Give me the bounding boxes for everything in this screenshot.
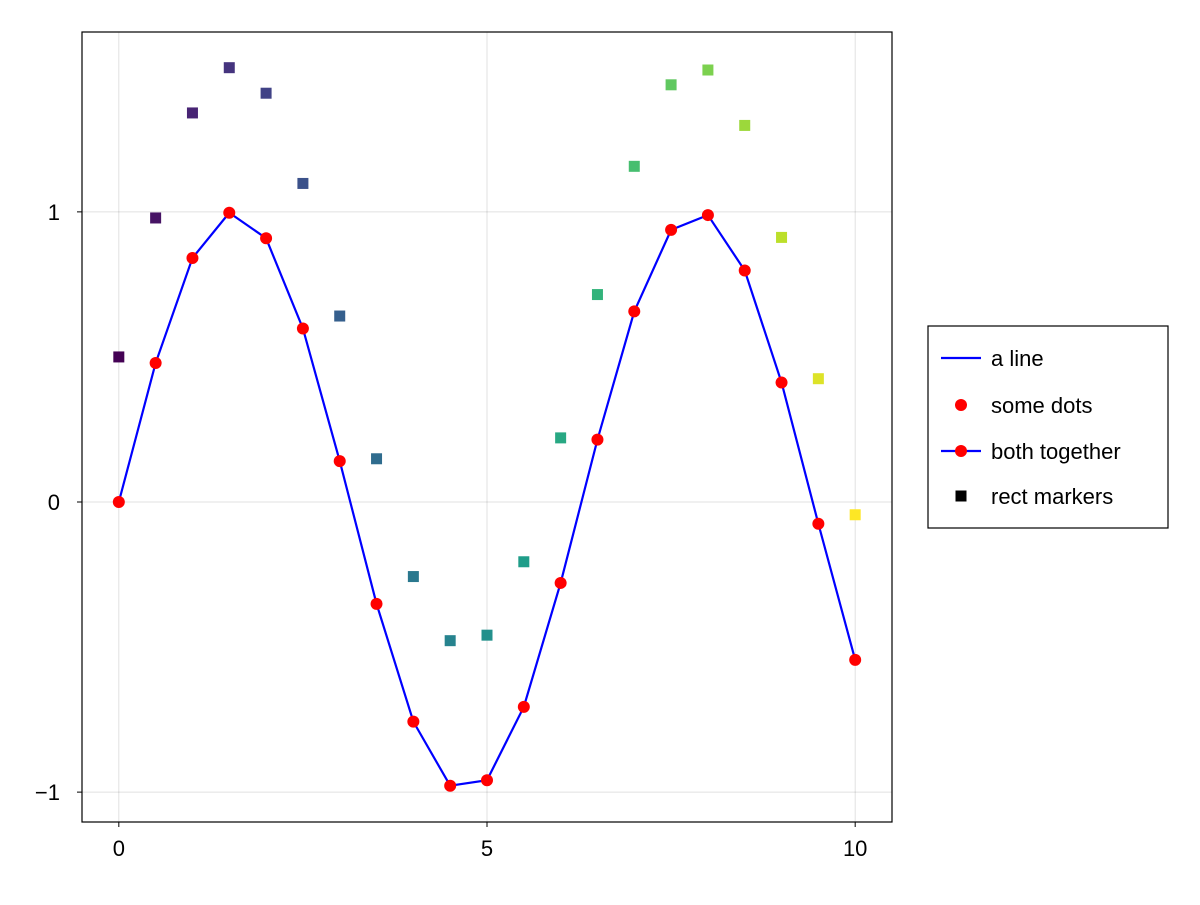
- rect-marker: [150, 212, 162, 224]
- legend-label: both together: [991, 439, 1121, 464]
- rect-marker: [223, 62, 235, 74]
- rect-marker: [812, 373, 824, 385]
- y-tick-label: −1: [35, 780, 60, 805]
- rect-marker: [260, 87, 272, 99]
- dot-marker: [296, 322, 309, 335]
- dot-marker: [812, 517, 825, 530]
- plot-area: [112, 62, 862, 792]
- dot-marker: [112, 495, 125, 508]
- legend-dot-swatch: [955, 445, 967, 457]
- y-tick-label: 0: [48, 490, 60, 515]
- legend-dot-swatch: [955, 399, 967, 411]
- x-tick-label: 5: [481, 836, 493, 861]
- x-tick-label: 0: [113, 836, 125, 861]
- rect-marker: [702, 64, 714, 76]
- dot-marker: [481, 774, 493, 787]
- rect-marker: [518, 556, 530, 568]
- dot-marker: [260, 232, 273, 245]
- legend-label: rect markers: [991, 484, 1113, 509]
- dot-marker: [370, 597, 383, 610]
- legend-frame: [927, 325, 1169, 529]
- x-tick-label: 10: [843, 836, 867, 861]
- rect-marker: [297, 177, 309, 189]
- dot-marker: [628, 305, 641, 318]
- dot-marker: [407, 715, 420, 728]
- rect-marker: [186, 107, 198, 119]
- dot-marker: [738, 264, 751, 277]
- rect-marker: [849, 509, 861, 521]
- dot-marker: [849, 653, 862, 666]
- dot-marker: [333, 455, 346, 468]
- rect-marker: [665, 79, 677, 91]
- rect-marker: [444, 635, 456, 647]
- rect-marker: [334, 310, 346, 322]
- rect-marker: [371, 453, 383, 465]
- legend-label: some dots: [991, 393, 1093, 418]
- dot-marker: [554, 576, 567, 589]
- legend: a line some dots both together rect markers: [927, 325, 1169, 529]
- rect-marker: [555, 432, 567, 444]
- legend-rect-swatch: [955, 490, 967, 502]
- rect-marker: [776, 231, 788, 243]
- dot-marker: [517, 700, 530, 713]
- rect-marker: [113, 351, 125, 363]
- dot-marker: [665, 223, 678, 236]
- tick-labels: 0 5 10 −1 0 1: [35, 200, 868, 861]
- rect-marker: [739, 119, 751, 131]
- rect-marker: [591, 289, 603, 301]
- rect-marker: [481, 629, 493, 641]
- rect-marker: [407, 571, 419, 583]
- grid-lines: [82, 32, 892, 822]
- rect-marker: [628, 160, 640, 172]
- legend-label: a line: [991, 346, 1044, 371]
- dot-marker: [186, 252, 199, 265]
- dot-marker: [701, 209, 714, 222]
- y-tick-label: 1: [48, 200, 60, 225]
- dot-marker: [223, 206, 236, 219]
- dot-marker: [775, 376, 788, 389]
- dot-marker: [444, 779, 457, 792]
- dot-marker: [591, 433, 604, 446]
- dot-marker: [149, 357, 162, 370]
